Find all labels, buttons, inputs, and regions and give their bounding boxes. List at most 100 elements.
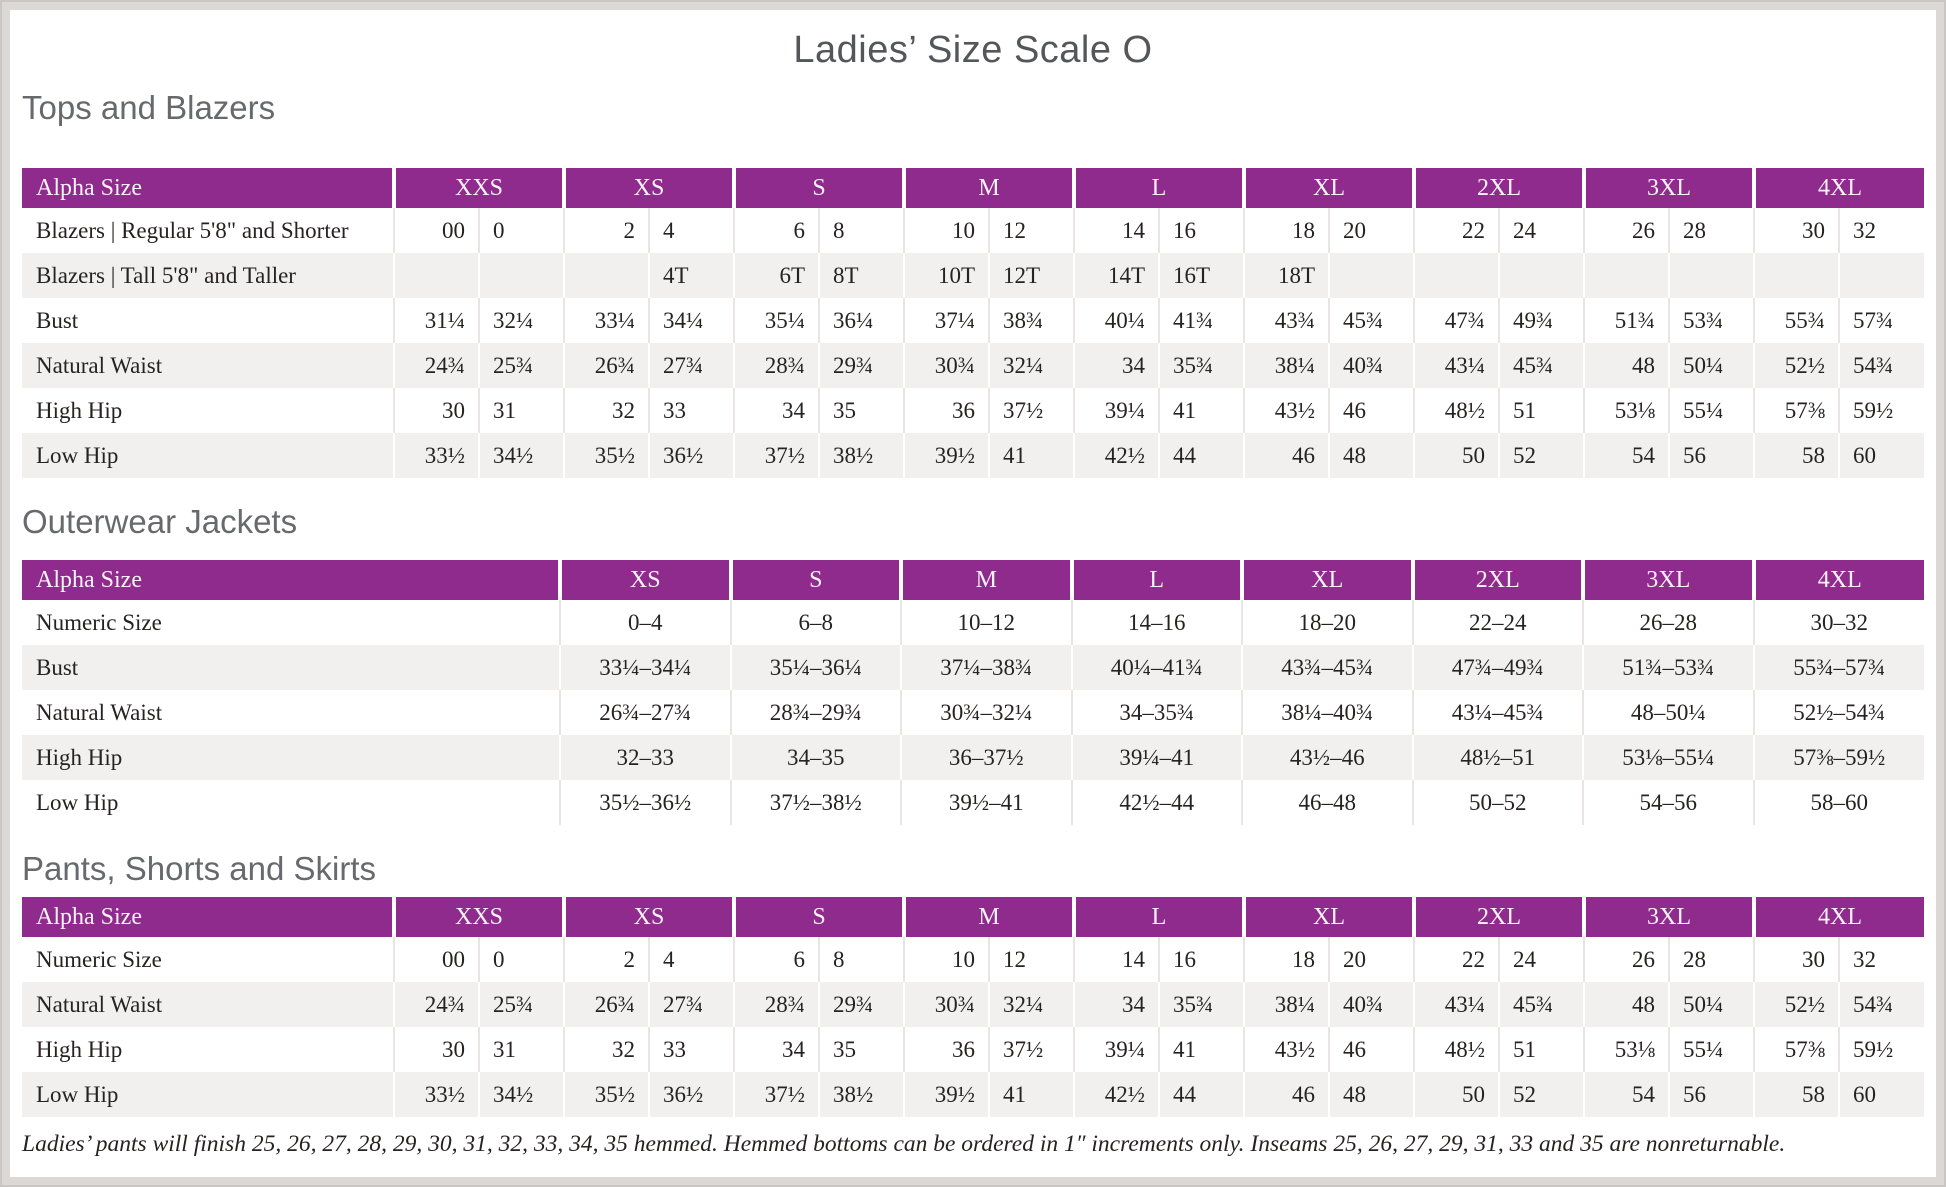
size-value-cell: 49¾ <box>1498 298 1584 343</box>
size-value-cell: 41 <box>988 1072 1074 1117</box>
size-group-header-4xl: 4XL <box>1752 897 1924 937</box>
size-group-header-2xl: 2XL <box>1412 168 1584 208</box>
size-group-header-m: M <box>899 560 1072 600</box>
size-group-header-2xl: 2XL <box>1410 560 1583 600</box>
size-group-header-3xl: 3XL <box>1581 560 1754 600</box>
size-group-header-xl: XL <box>1240 560 1413 600</box>
size-value-cell <box>1328 253 1414 298</box>
size-value-cell: 51 <box>1498 388 1584 433</box>
size-value-cell: 38¼ <box>1243 343 1329 388</box>
size-value-cell: 26¾ <box>563 982 649 1027</box>
table-row: Bust 31¼ 32¼ 33¼ 34¼ 35¼ 36¼ 37¼ 38¾ 40¼ 41¾ 43¾ 45¾… <box>22 298 1924 343</box>
size-value-cell: 10–12 <box>900 600 1072 645</box>
row-label: Blazers | Regular 5'8" and Shorter <box>36 217 349 243</box>
size-group-header-m: M <box>902 897 1074 937</box>
size-value-cell: 2 <box>563 208 649 253</box>
table-row: Blazers | Regular 5'8" and Shorter 00 0 2 4 6… <box>22 208 1924 253</box>
table-row: Numeric Size 00 0 2 4 6 8 10 12 14 16 18 20 22 24 26 28 3… <box>22 937 1924 982</box>
size-group-header-xs: XS <box>562 168 734 208</box>
size-value-cell: 33½ <box>393 1072 479 1117</box>
size-value-cell: 39½ <box>903 1072 989 1117</box>
size-value-cell: 48½–51 <box>1411 735 1583 780</box>
size-value-cell: 10 <box>903 208 989 253</box>
header-row: Alpha Size XXS XS S M L XL 2XL 3XL 4XL <box>22 897 1924 937</box>
size-value-cell: 37½ <box>733 1072 819 1117</box>
size-value-cell: 32 <box>1838 937 1924 982</box>
size-value-cell: 30 <box>393 1027 479 1072</box>
size-group-header-xxs: XXS <box>392 897 564 937</box>
size-value-cell: 52 <box>1498 433 1584 478</box>
size-value-cell: 54¾ <box>1838 982 1924 1027</box>
size-value-cell: 34–35 <box>729 735 901 780</box>
size-value-cell: 44 <box>1158 433 1244 478</box>
size-value-cell: 22 <box>1413 208 1499 253</box>
size-value-cell: 6–8 <box>729 600 901 645</box>
size-value-cell: 35¼–36¼ <box>729 645 901 690</box>
size-value-cell: 35¼ <box>733 298 819 343</box>
size-value-cell: 37½ <box>733 433 819 478</box>
size-value-cell: 52½–54¾ <box>1752 690 1924 735</box>
size-value-cell: 33 <box>648 1027 734 1072</box>
size-value-cell: 38¼–40¾ <box>1241 690 1413 735</box>
size-value-cell: 18T <box>1243 253 1329 298</box>
size-value-cell: 51 <box>1498 1027 1584 1072</box>
row-label: High Hip <box>36 744 123 770</box>
size-value-cell: 46 <box>1328 388 1414 433</box>
size-value-cell: 10T <box>903 253 989 298</box>
size-value-cell: 37¼ <box>903 298 989 343</box>
size-value-cell: 43¾ <box>1243 298 1329 343</box>
size-value-cell: 34¼ <box>648 298 734 343</box>
size-value-cell: 39¼–41 <box>1070 735 1242 780</box>
size-group-header-3xl: 3XL <box>1582 897 1754 937</box>
size-value-cell: 0–4 <box>559 600 731 645</box>
size-value-cell: 34 <box>1073 982 1159 1027</box>
table-row: Natural Waist 24¾ 25¾ 26¾ 27¾ 28¾ 29¾ 30¾ 32¼ 34 3… <box>22 343 1924 388</box>
header-row: Alpha Size XS S M L XL 2XL 3XL 4XL <box>22 560 1924 600</box>
size-value-cell: 55¼ <box>1668 388 1754 433</box>
size-value-cell: 46 <box>1243 1072 1329 1117</box>
size-value-cell: 44 <box>1158 1072 1244 1117</box>
size-group-header-l: L <box>1072 897 1244 937</box>
size-value-cell: 2 <box>563 937 649 982</box>
size-value-cell: 34 <box>1073 343 1159 388</box>
size-value-cell: 39¼ <box>1073 388 1159 433</box>
size-value-cell: 26¾–27¾ <box>559 690 731 735</box>
size-value-cell: 00 <box>393 208 479 253</box>
section-heading-outerwear-jackets: Outerwear Jackets <box>22 503 298 540</box>
size-value-cell: 54 <box>1583 433 1669 478</box>
size-value-cell: 52½ <box>1753 982 1839 1027</box>
size-value-cell: 26–28 <box>1582 600 1754 645</box>
size-value-cell: 8 <box>818 937 904 982</box>
size-value-cell: 53¾ <box>1668 298 1754 343</box>
size-value-cell: 43¼–45¾ <box>1411 690 1583 735</box>
size-value-cell: 58–60 <box>1752 780 1924 825</box>
size-value-cell: 34½ <box>478 1072 564 1117</box>
size-value-cell: 16T <box>1158 253 1244 298</box>
size-value-cell: 28¾ <box>733 343 819 388</box>
size-value-cell: 43½ <box>1243 388 1329 433</box>
size-group-header-4xl: 4XL <box>1751 560 1924 600</box>
table-row: Bust 33¼–34¼ 35¼–36¼ 37¼–38¾ 40¼–41¾ 43¾–45¾ 4… <box>22 645 1924 690</box>
row-label: Bust <box>36 654 79 680</box>
size-value-cell: 38½ <box>818 433 904 478</box>
size-value-cell: 34 <box>733 388 819 433</box>
size-value-cell: 55¾–57¾ <box>1752 645 1924 690</box>
size-value-cell: 36½ <box>648 433 734 478</box>
size-value-cell: 35¾ <box>1158 343 1244 388</box>
size-value-cell: 58 <box>1753 1072 1839 1117</box>
size-value-cell: 24¾ <box>393 982 479 1027</box>
size-value-cell: 29¾ <box>818 343 904 388</box>
table-row: Low Hip 33½ 34½ 35½ 36½ 37½ 38½ 39½ 41 42½ 44 46 48 5… <box>22 1072 1924 1117</box>
size-value-cell: 57⅜ <box>1753 388 1839 433</box>
size-value-cell: 35½–36½ <box>559 780 731 825</box>
size-value-cell: 25¾ <box>478 343 564 388</box>
table-row: High Hip 30 31 32 33 34 35 36 37½ 39¼ 41 43½ 46 48½ 51… <box>22 388 1924 433</box>
size-value-cell: 26 <box>1583 937 1669 982</box>
size-value-cell: 39½ <box>903 433 989 478</box>
size-value-cell: 37½–38½ <box>729 780 901 825</box>
size-value-cell: 33¼–34¼ <box>559 645 731 690</box>
size-value-cell: 47¾ <box>1413 298 1499 343</box>
row-label: Low Hip <box>36 442 119 468</box>
size-value-cell: 29¾ <box>818 982 904 1027</box>
size-value-cell: 57⅜ <box>1753 1027 1839 1072</box>
